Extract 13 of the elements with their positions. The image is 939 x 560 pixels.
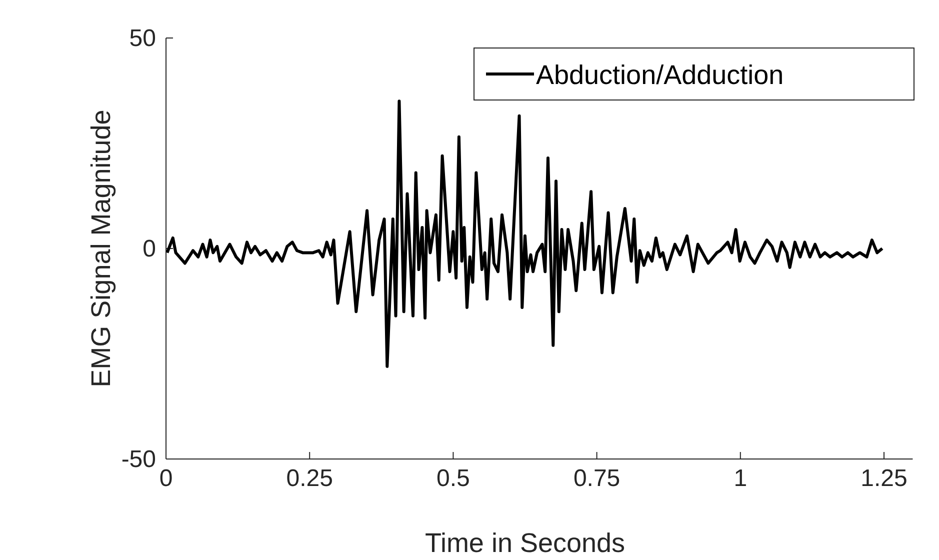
legend-label: Abduction/Adduction [536,60,784,90]
x-tick-label: 0.75 [573,465,620,492]
x-tick-label: 1.25 [860,465,908,492]
y-tick-label: -50 [121,446,156,473]
x-tick-label: 0.25 [286,465,333,492]
x-tick-label: 0.5 [436,465,470,492]
y-tick-label: 50 [129,25,156,52]
y-axis-title: EMG Signal Magnitude [86,110,116,388]
x-axis-title: Time in Seconds [424,528,626,558]
y-tick-label: 0 [142,236,156,262]
x-tick-label: 1 [734,465,748,492]
x-tick-label: 0 [159,465,173,492]
line-series [166,100,884,368]
